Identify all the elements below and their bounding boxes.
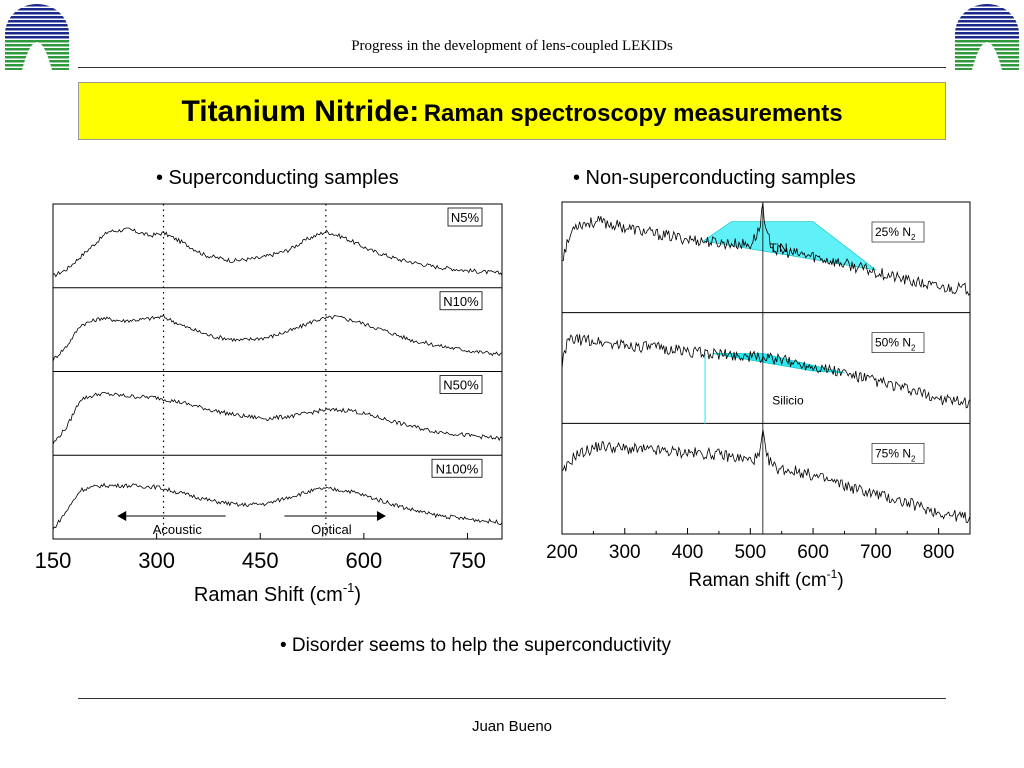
x-tick-label: 500 bbox=[734, 542, 766, 563]
x-axis-label-sup: -1 bbox=[343, 580, 355, 595]
series-line bbox=[52, 482, 503, 530]
x-tick-label: 300 bbox=[138, 548, 175, 573]
chart-superconducting: N5% N10% N50% N100% Acoustic Optical 150 300 450… bbox=[35, 203, 503, 606]
series-label: 75% N2 bbox=[875, 446, 916, 463]
header-subtitle: Progress in the development of lens-coup… bbox=[351, 38, 673, 54]
optical-arrowhead bbox=[376, 511, 386, 521]
x-axis-label-end: ) bbox=[837, 570, 843, 591]
series-label: N50% bbox=[443, 378, 479, 393]
annotation-acoustic: Acoustic bbox=[153, 522, 203, 537]
series-label-box bbox=[439, 291, 483, 311]
series-label-box bbox=[871, 443, 925, 464]
series-label-box bbox=[871, 221, 925, 243]
series-label-box bbox=[871, 332, 925, 353]
x-tick-label: 600 bbox=[797, 542, 829, 563]
series-line bbox=[52, 227, 503, 278]
series-label-sub: 2 bbox=[911, 233, 916, 242]
series-label: N10% bbox=[443, 294, 479, 309]
x-axis-label-end: ) bbox=[354, 584, 361, 606]
acoustic-arrowhead bbox=[117, 511, 127, 521]
series-line bbox=[561, 202, 971, 296]
x-tick-label: 200 bbox=[546, 542, 578, 563]
series-label: 25% N2 bbox=[875, 225, 916, 242]
tin-band-region bbox=[712, 353, 845, 374]
annotation-tin: TiN bbox=[769, 241, 787, 255]
arch-logo-icon bbox=[955, 4, 1019, 70]
bullet-disorder: • Disorder seems to help the superconduc… bbox=[280, 635, 672, 656]
x-axis-label: Raman shift (cm-1) bbox=[688, 567, 843, 591]
annotation-optical: Optical bbox=[311, 522, 352, 537]
x-tick-label: 300 bbox=[609, 542, 641, 563]
header-divider bbox=[78, 67, 946, 68]
annotation-silicio: Silicio bbox=[772, 393, 804, 407]
title-banner: Titanium Nitride: Raman spectroscopy mea… bbox=[78, 82, 946, 140]
series-line bbox=[561, 429, 971, 524]
series-label-box bbox=[439, 375, 483, 394]
x-axis-label: Raman Shift (cm-1) bbox=[194, 580, 361, 606]
x-tick-label: 750 bbox=[449, 548, 486, 573]
series-label-box bbox=[431, 458, 483, 478]
footer-divider bbox=[78, 698, 946, 699]
series-label-sub: 2 bbox=[911, 344, 916, 353]
footer-author: Juan Bueno bbox=[471, 718, 553, 735]
series-label: N100% bbox=[436, 461, 479, 476]
bullet-non-superconducting: • Non-superconducting samples bbox=[573, 167, 856, 189]
series-label-box bbox=[447, 207, 483, 227]
x-tick-label: 800 bbox=[923, 542, 955, 563]
series-line bbox=[52, 314, 503, 362]
tin-band-region bbox=[702, 221, 877, 271]
chart-non-superconducting: 25% N2 50% N2 75% N2 TiN Silicio 200 300 400 500… bbox=[546, 201, 971, 591]
series-label-sub: 2 bbox=[911, 454, 916, 463]
x-tick-label: 450 bbox=[242, 548, 279, 573]
series-line bbox=[561, 333, 971, 409]
title-sub: Raman spectroscopy measurements bbox=[423, 100, 843, 127]
x-axis-label-sup: -1 bbox=[827, 567, 838, 581]
series-label: 50% N2 bbox=[875, 336, 916, 353]
bullet-superconducting: • Superconducting samples bbox=[156, 167, 399, 189]
x-tick-label: 150 bbox=[35, 548, 72, 573]
x-tick-label: 400 bbox=[672, 542, 704, 563]
title-main: Titanium Nitride: bbox=[181, 95, 420, 128]
x-tick-label: 700 bbox=[860, 542, 892, 563]
series-line bbox=[52, 391, 503, 445]
x-tick-label: 600 bbox=[345, 548, 382, 573]
arch-logo-icon bbox=[5, 4, 69, 70]
series-label: N5% bbox=[451, 210, 480, 225]
